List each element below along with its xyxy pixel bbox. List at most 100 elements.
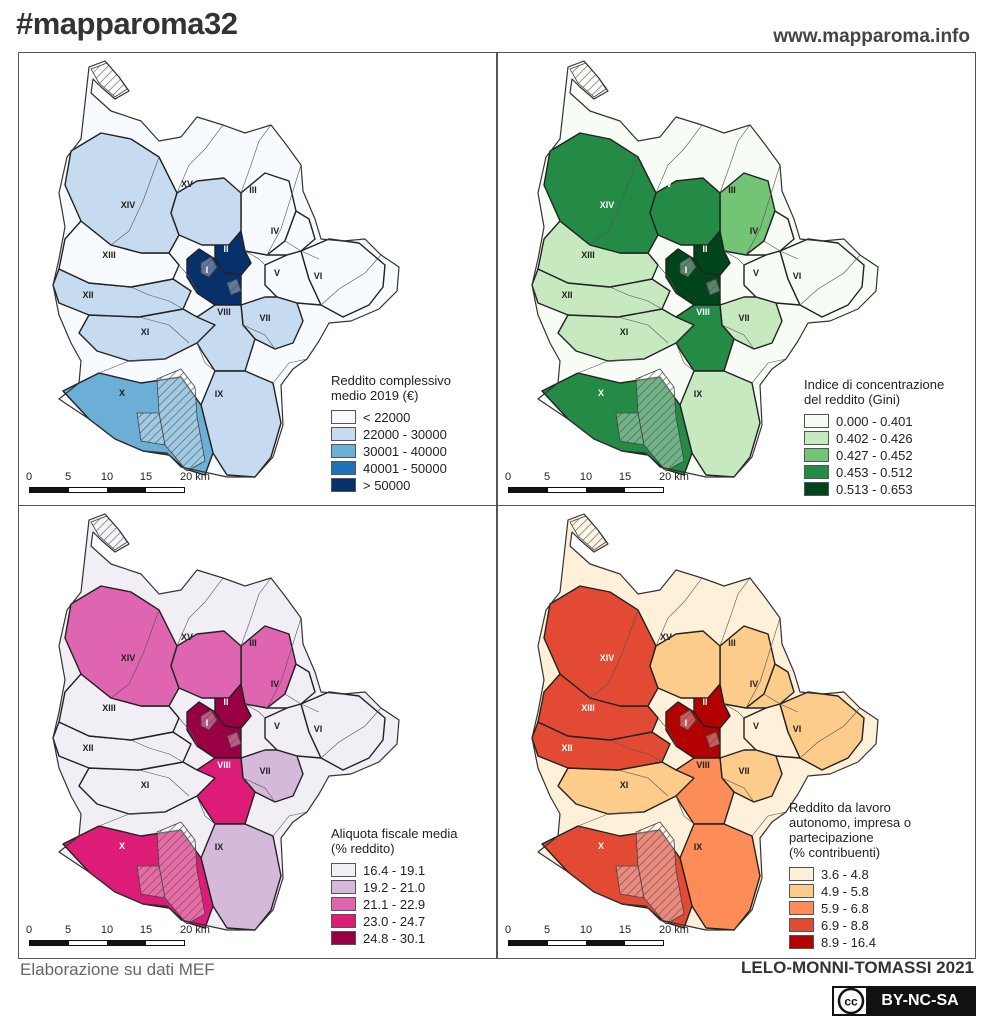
municipio-label-X: X: [119, 388, 125, 398]
city-outline: [52, 513, 400, 931]
municipio-VIII: [196, 757, 256, 825]
legend-title-line: (% reddito): [331, 841, 395, 856]
legend-title-line: autonomo, impresa o: [789, 815, 912, 830]
zone-boundary: [244, 250, 266, 266]
scale-label: 0: [25, 924, 33, 936]
legend-title-line: partecipazione: [789, 830, 874, 845]
legend-label: 6.9 - 8.8: [821, 917, 869, 933]
legend-item: 0.427 - 0.452: [804, 447, 944, 463]
hatched-area: [615, 412, 645, 446]
zone-boundary: [176, 124, 224, 194]
legend-label: 0.513 - 0.653: [836, 481, 913, 497]
zone-boundary: [721, 777, 755, 803]
scale-label: 20 km: [180, 924, 210, 936]
municipio-label-I: I: [206, 265, 209, 275]
legend-title-line: Reddito da lavoro: [789, 800, 891, 815]
legend-label: 5.9 - 6.8: [821, 900, 869, 916]
legend-item: 40001 - 50000: [331, 460, 451, 476]
legend-label: 0.402 - 0.426: [836, 430, 913, 446]
website-url[interactable]: www.mapparoma.info: [773, 26, 970, 47]
legend-item: 0.513 - 0.653: [804, 481, 944, 497]
legend-swatch: [789, 935, 814, 949]
zone-boundary: [178, 264, 198, 294]
scale-bar: 0 5 10 15 20 km: [505, 924, 708, 954]
hatched-area: [136, 865, 166, 899]
authors: LELO-MONNI-TOMASSI 2021: [741, 958, 974, 977]
legend-title-line: (% contribuenti): [789, 845, 881, 860]
hatched-area: [226, 731, 242, 749]
municipio-label-III: III: [249, 185, 257, 195]
legend-item: 21.1 - 22.9: [331, 896, 457, 912]
municipio-label-V: V: [274, 268, 280, 278]
municipio-label-X: X: [119, 841, 125, 851]
legend-autonomo: Reddito da lavoro autonomo, impresa o part…: [789, 800, 911, 951]
legend-swatch: [789, 901, 814, 915]
svg-text:cc: cc: [844, 995, 858, 1009]
scale-bar-segments: [29, 487, 185, 493]
zone-boundary: [577, 811, 645, 827]
zone-boundary: [240, 577, 272, 647]
zone-boundary: [675, 795, 695, 825]
scale-label: 20 km: [659, 924, 689, 936]
legend-item: 0.453 - 0.512: [804, 464, 944, 480]
municipio-label-III: III: [249, 638, 257, 648]
legend-swatch: [804, 414, 829, 428]
zone-boundary: [745, 164, 781, 256]
scale-label: 0: [25, 471, 33, 483]
municipio-label-II: II: [702, 697, 707, 707]
zone-boundary: [320, 254, 382, 306]
legend-title: Reddito da lavoro autonomo, impresa o part…: [789, 800, 911, 860]
zone-boundary: [138, 769, 190, 797]
hatched-area: [136, 412, 166, 446]
legend-label: 24.8 - 30.1: [363, 930, 426, 946]
legend-label: 40001 - 50000: [363, 460, 447, 476]
legend-label: > 50000: [363, 477, 411, 493]
municipio-label-XII: XII: [561, 290, 572, 300]
legend-item: 4.9 - 5.8: [789, 883, 911, 899]
scale-label: 10: [100, 471, 114, 483]
municipio-label-IX: IX: [215, 842, 224, 852]
municipio-label-VIII: VIII: [217, 307, 231, 317]
municipio-label-I: I: [685, 718, 688, 728]
hatched-area: [705, 731, 721, 749]
zone-boundary: [196, 342, 216, 372]
municipio-VIII: [675, 304, 735, 372]
zone-boundary: [609, 286, 663, 310]
legend-label: 0.453 - 0.512: [836, 464, 913, 480]
scale-label: 10: [100, 924, 114, 936]
scale-bar-segments: [508, 487, 664, 493]
zone-boundary: [240, 124, 272, 194]
zone-boundary: [178, 717, 198, 747]
legend-swatch: [789, 918, 814, 932]
zone-boundary: [617, 316, 669, 344]
scale-bar: 0 5 10 15 20 km: [25, 471, 229, 501]
municipio-label-II: II: [702, 244, 707, 254]
scale-bar: 0 5 10 15 20 km: [25, 924, 229, 954]
legend-label: 23.0 - 24.7: [363, 913, 426, 929]
legend-reddito: Reddito complessivo medio 2019 (€) < 22000…: [331, 373, 451, 494]
municipio-label-V: V: [274, 721, 280, 731]
scale-label: 10: [579, 471, 593, 483]
zone-boundary: [799, 254, 861, 306]
municipio-XV: [649, 630, 721, 699]
scale-label: 15: [618, 924, 632, 936]
municipio-label-VIII: VIII: [217, 760, 231, 770]
zone-boundary: [609, 739, 663, 763]
municipio-label-XII: XII: [561, 743, 572, 753]
zone-boundary: [196, 795, 216, 825]
zone-boundary: [320, 707, 382, 759]
municipio-label-V: V: [753, 721, 759, 731]
hashtag-title: #mapparoma32: [16, 6, 238, 41]
zone-boundary: [110, 609, 160, 699]
legend-swatch: [331, 880, 356, 894]
municipio-label-XV: XV: [660, 179, 672, 189]
zone-boundary: [751, 811, 787, 837]
city-outline: [52, 60, 400, 478]
legend-title-line: Reddito complessivo: [331, 373, 451, 388]
zone-boundary: [577, 358, 645, 374]
municipio-label-X: X: [598, 388, 604, 398]
municipio-label-IV: IV: [271, 226, 280, 236]
zone-boundary: [242, 777, 276, 803]
